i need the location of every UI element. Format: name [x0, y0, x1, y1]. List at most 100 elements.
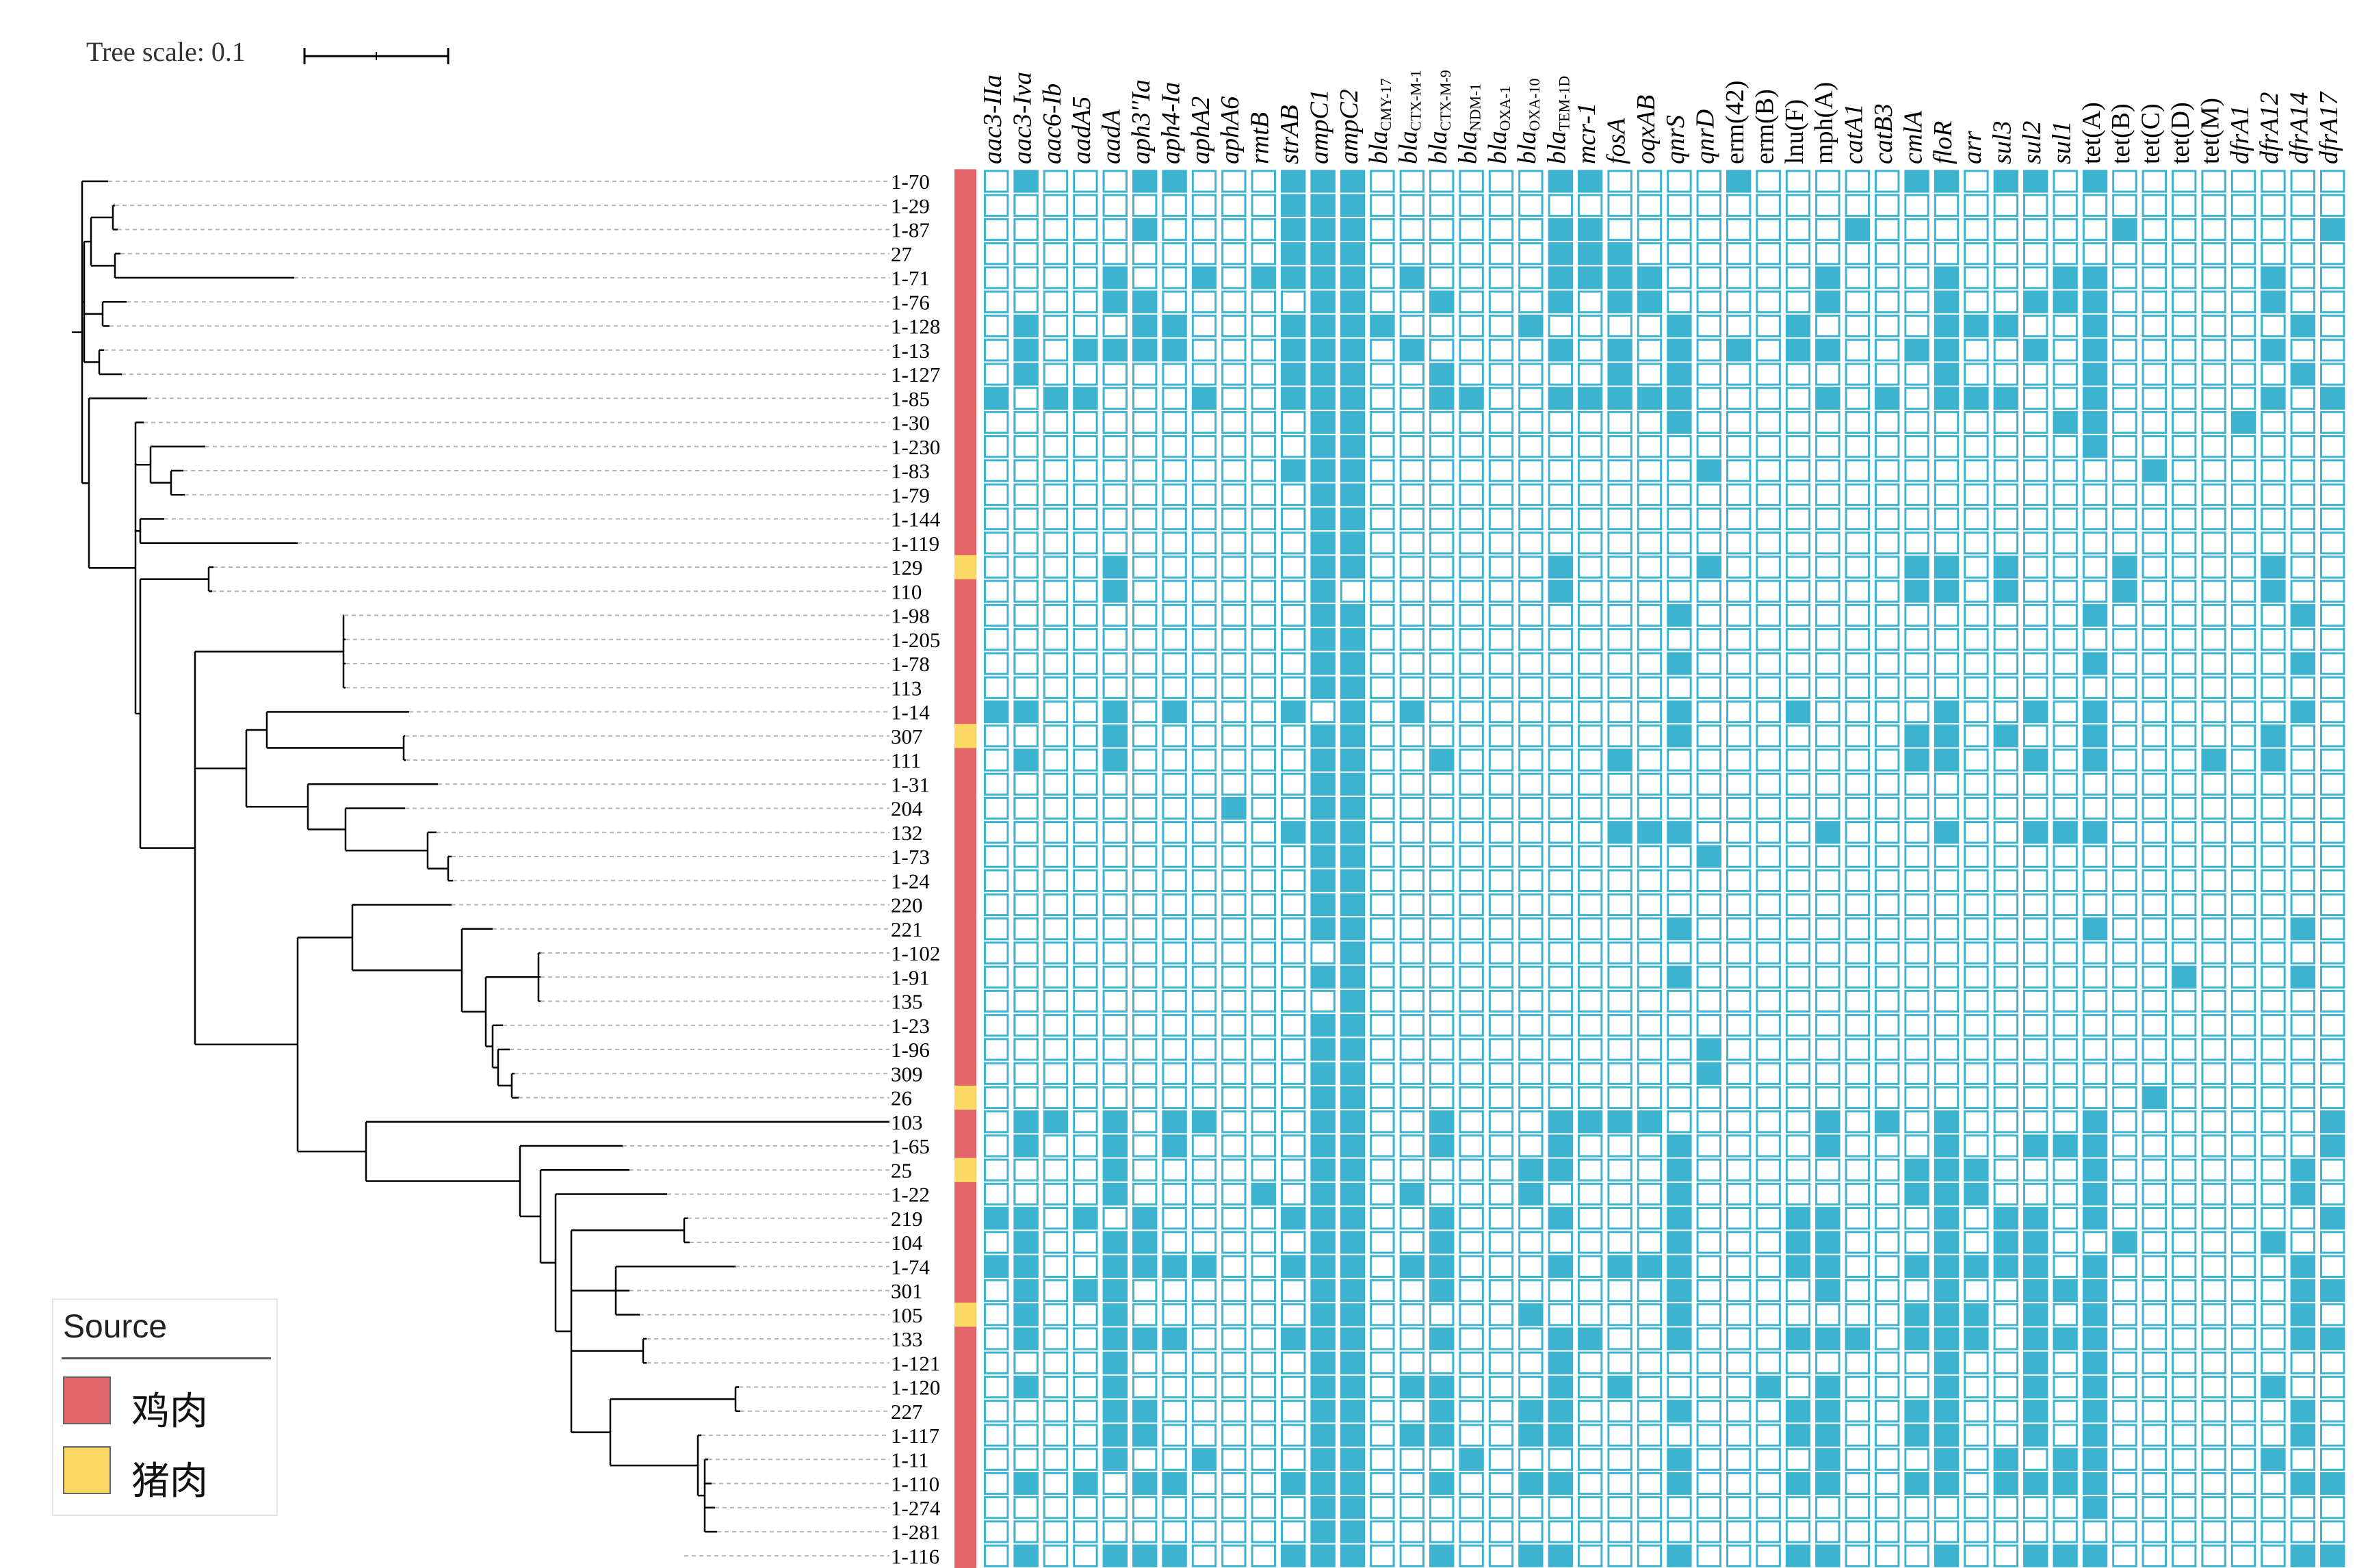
heatmap-cell — [2053, 218, 2078, 241]
heatmap-cell — [1667, 1134, 1692, 1158]
heatmap-cell — [1310, 1110, 1336, 1134]
heatmap-cell — [1162, 1375, 1187, 1399]
heatmap-cell — [1013, 724, 1039, 748]
heatmap-cell — [1251, 290, 1276, 313]
heatmap-cell — [1340, 1544, 1366, 1567]
heatmap-cell — [1993, 748, 2019, 772]
heatmap-cell — [1518, 1158, 1544, 1181]
heatmap-cell — [1875, 170, 1900, 193]
heatmap-cell — [1993, 1424, 2019, 1447]
heatmap-cell — [1993, 1448, 2019, 1471]
heatmap-cell — [2320, 1038, 2345, 1061]
heatmap-cell — [2082, 1520, 2108, 1543]
heatmap-cell — [2261, 218, 2286, 241]
heatmap-cell — [1073, 724, 1098, 748]
heatmap-cell — [1251, 821, 1276, 844]
heatmap-cell — [1875, 893, 1900, 917]
isolate-label: 1-274 — [891, 1496, 941, 1520]
heatmap-cell — [1162, 1014, 1187, 1037]
heatmap-cell — [2142, 483, 2168, 506]
heatmap-cell — [1459, 1158, 1484, 1181]
heatmap-cell — [1162, 532, 1187, 555]
heatmap-cell — [1191, 507, 1217, 531]
heatmap-cell — [1934, 821, 1960, 844]
heatmap-cell — [1221, 845, 1247, 868]
heatmap-cell — [1013, 676, 1039, 699]
heatmap-cell — [1488, 1014, 1514, 1037]
heatmap-cell — [2261, 845, 2286, 868]
heatmap-cell — [2320, 1255, 2345, 1278]
heatmap-cell — [2290, 965, 2316, 989]
heatmap-cell — [1370, 1375, 1395, 1399]
heatmap-cell — [1013, 314, 1039, 338]
heatmap-cell — [1043, 1110, 1069, 1134]
heatmap-cell — [1875, 1400, 1900, 1423]
heatmap-cell — [1934, 724, 1960, 748]
heatmap-cell — [1518, 1110, 1544, 1134]
heatmap-cell — [1578, 556, 1603, 579]
heatmap-cell — [1191, 339, 1217, 362]
heatmap-cell — [1162, 1544, 1187, 1567]
heatmap-cell — [2023, 1182, 2048, 1206]
heatmap-cell — [2082, 1303, 2108, 1327]
heatmap-cell — [1132, 170, 1158, 193]
heatmap-cell — [1102, 483, 1128, 506]
heatmap-cell — [1934, 435, 1960, 458]
heatmap-cell — [2201, 1520, 2226, 1543]
heatmap-cell — [1102, 700, 1128, 724]
heatmap-cell — [1221, 556, 1247, 579]
source-cell — [954, 1471, 976, 1496]
heatmap-cell — [2112, 410, 2137, 434]
heatmap-cell — [1191, 1375, 1217, 1399]
heatmap-cell — [1340, 965, 1366, 989]
source-cell — [954, 241, 976, 266]
heatmap-cell — [1340, 1182, 1366, 1206]
heatmap-cell — [1548, 845, 1574, 868]
heatmap-cell — [1785, 266, 1811, 289]
heatmap-cell — [2230, 603, 2256, 627]
heatmap-cell — [2230, 290, 2256, 313]
heatmap-cell — [1845, 1496, 1871, 1519]
heatmap-cell — [1637, 1038, 1663, 1061]
heatmap-cell — [1875, 1062, 1900, 1085]
heatmap-cell — [2023, 1351, 2048, 1374]
heatmap-cell — [1845, 1544, 1871, 1567]
heatmap-cell — [1043, 1231, 1069, 1254]
heatmap-cell — [1488, 170, 1514, 193]
heatmap-cell — [1073, 1472, 1098, 1495]
heatmap-cell — [1102, 1182, 1128, 1206]
heatmap-cell — [1875, 459, 1900, 482]
heatmap-cell — [1251, 435, 1276, 458]
heatmap-cell — [1845, 194, 1871, 217]
heatmap-cell — [1815, 748, 1840, 772]
heatmap-cell — [1191, 410, 1217, 434]
gene-header: oqxAB — [1632, 95, 1661, 164]
heatmap-cell — [1875, 1496, 1900, 1519]
heatmap-cell — [1518, 796, 1544, 820]
heatmap-cell — [1696, 893, 1722, 917]
heatmap-cell — [1726, 459, 1752, 482]
heatmap-cell — [1013, 1544, 1039, 1567]
heatmap-cell — [1429, 603, 1455, 627]
heatmap-cell — [1459, 1327, 1484, 1350]
heatmap-cell — [2023, 772, 2048, 796]
heatmap-cell — [1340, 772, 1366, 796]
heatmap-cell — [1964, 1182, 1989, 1206]
heatmap-cell — [1251, 1520, 1276, 1543]
heatmap-cell — [1904, 917, 1929, 941]
heatmap-cell — [1934, 170, 1960, 193]
heatmap-cell — [1102, 1327, 1128, 1350]
heatmap-cell — [1459, 410, 1484, 434]
heatmap-cell — [1370, 556, 1395, 579]
heatmap-cell — [2082, 628, 2108, 651]
heatmap-cell — [1696, 821, 1722, 844]
heatmap-cell — [1667, 748, 1692, 772]
heatmap-cell — [1310, 1062, 1336, 1085]
heatmap-cell — [2320, 459, 2345, 482]
isolate-label: 1-205 — [891, 628, 940, 652]
heatmap-cell — [1904, 266, 1929, 289]
heatmap-cell — [2290, 1134, 2316, 1158]
heatmap-cell — [1488, 772, 1514, 796]
heatmap-cell — [1132, 387, 1158, 410]
heatmap-cell — [2112, 1424, 2137, 1447]
